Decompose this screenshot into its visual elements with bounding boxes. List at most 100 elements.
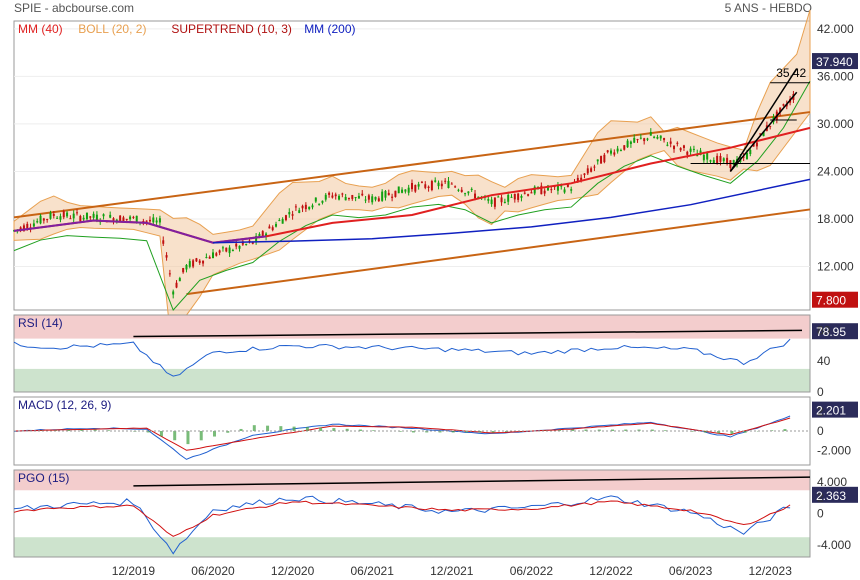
y-tick-label: 36.000 xyxy=(817,69,854,83)
candle-body xyxy=(19,227,22,230)
candle-body xyxy=(427,186,430,189)
macd-histogram-bar xyxy=(478,431,482,433)
oversold-zone xyxy=(14,368,810,392)
candle-body xyxy=(666,144,669,146)
candle-body xyxy=(454,186,457,188)
macd-histogram-bar xyxy=(279,426,283,431)
candle-body xyxy=(676,142,679,144)
candle-body xyxy=(334,194,337,197)
candle-body xyxy=(689,148,692,152)
macd-histogram-bar xyxy=(491,431,495,433)
y-tick-label: 2 xyxy=(817,405,824,419)
candle-body xyxy=(112,218,115,223)
candle-body xyxy=(493,197,496,207)
candle-body xyxy=(626,140,629,148)
macd-histogram-bar xyxy=(584,429,588,431)
macd-histogram-bar xyxy=(319,427,323,431)
last-value-label: 78.95 xyxy=(816,325,846,339)
macd-histogram-bar xyxy=(159,431,163,437)
candle-body xyxy=(656,136,659,139)
candle-body xyxy=(371,196,374,203)
candle-body xyxy=(570,189,573,191)
macd-histogram-bar xyxy=(345,428,349,431)
candle-body xyxy=(487,199,490,201)
candle-body xyxy=(331,195,334,198)
macd-histogram-bar xyxy=(186,431,190,445)
candle-body xyxy=(490,199,493,205)
candle-body xyxy=(258,233,261,238)
candle-body xyxy=(208,256,211,259)
overbought-zone xyxy=(14,315,810,339)
candle-body xyxy=(109,214,112,218)
chart-period: 5 ANS - HEBDO xyxy=(724,1,812,15)
candle-body xyxy=(430,181,433,191)
candle-body xyxy=(470,188,473,190)
candle-body xyxy=(92,213,95,218)
candle-body xyxy=(122,217,125,223)
y-tick-label: 18.000 xyxy=(817,212,854,226)
candle-body xyxy=(357,195,360,199)
candle-body xyxy=(281,219,284,224)
legend-entry: MM (40) xyxy=(18,22,63,36)
candle-body xyxy=(284,215,287,221)
candle-body xyxy=(407,187,410,193)
candle-body xyxy=(653,136,656,138)
candle-body xyxy=(673,145,676,150)
candle-body xyxy=(440,183,443,187)
candle-body xyxy=(444,180,447,182)
candle-body xyxy=(341,193,344,195)
candle-body xyxy=(351,195,354,199)
candle-body xyxy=(72,213,75,219)
last-value-badge xyxy=(812,401,858,418)
candle-body xyxy=(39,215,42,224)
candle-body xyxy=(646,138,649,140)
y-tick-label: 4.000 xyxy=(817,475,847,489)
candle-body xyxy=(619,150,622,152)
candle-body xyxy=(596,159,599,162)
last-value-badge xyxy=(812,323,858,340)
indicator-line-main xyxy=(13,338,791,377)
candle-body xyxy=(132,216,135,218)
candle-body xyxy=(66,212,69,217)
candle-body xyxy=(62,211,65,218)
panel-rsi xyxy=(13,314,858,393)
candle-body xyxy=(769,125,772,127)
macd-histogram-bar xyxy=(67,430,71,431)
candle-body xyxy=(367,195,370,200)
candle-body xyxy=(682,145,685,148)
ma40-early-line xyxy=(13,219,267,244)
candle-body xyxy=(235,243,238,247)
macd-histogram-bar xyxy=(730,431,734,434)
macd-histogram-bar xyxy=(226,431,230,433)
macd-histogram-bar xyxy=(664,430,668,431)
candle-body xyxy=(702,154,705,161)
candle-body xyxy=(649,131,652,136)
candle-body xyxy=(722,158,725,162)
x-tick-label: 06/2020 xyxy=(191,564,235,578)
macd-histogram-bar xyxy=(650,429,654,431)
x-tick-label: 12/2020 xyxy=(271,564,315,578)
candle-body xyxy=(460,189,463,193)
candle-body xyxy=(381,191,384,201)
macd-histogram-bar xyxy=(412,431,415,433)
candle-body xyxy=(251,241,254,244)
candle-body xyxy=(135,215,138,224)
candle-body xyxy=(384,190,387,198)
candle-body xyxy=(755,142,758,147)
candle-body xyxy=(165,255,168,258)
candle-body xyxy=(719,156,722,162)
candle-body xyxy=(394,190,397,197)
candle-body xyxy=(328,192,331,195)
candle-body xyxy=(437,182,440,187)
candle-body xyxy=(401,189,404,193)
candle-body xyxy=(49,212,52,219)
candle-body xyxy=(152,217,155,223)
candle-body xyxy=(192,260,195,267)
y-tick-label: 40 xyxy=(817,354,831,368)
candle-body xyxy=(709,160,712,162)
candle-body xyxy=(324,194,327,200)
candle-body xyxy=(32,223,35,227)
macd-histogram-bar xyxy=(703,431,707,433)
candle-body xyxy=(533,186,536,194)
candle-body xyxy=(205,257,208,259)
